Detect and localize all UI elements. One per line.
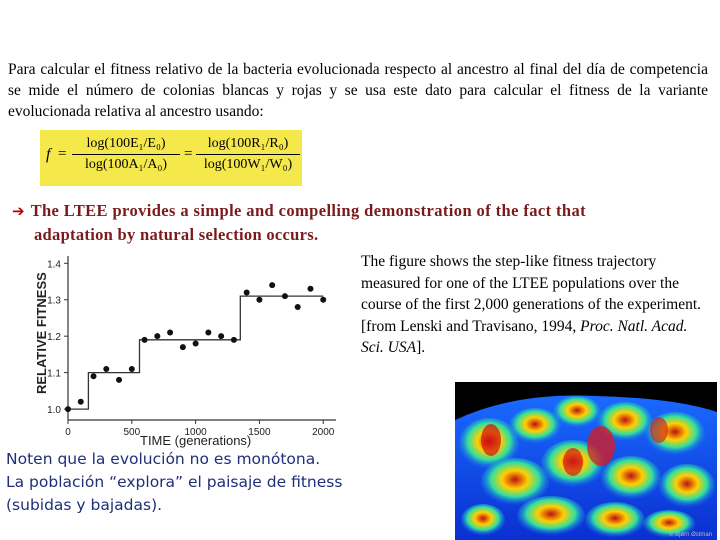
chart-point [230, 336, 237, 343]
fraction-2-numerator: log(100R₁/R₀) [207, 136, 289, 151]
citation-suffix: ]. [416, 339, 426, 356]
chart-y-axis-label: RELATIVE FITNESS [34, 272, 49, 394]
chart-point [167, 329, 174, 336]
chart-point [179, 344, 186, 351]
chart-point [269, 282, 276, 289]
fraction-2-denominator: log(100W₁/W₀) [203, 157, 293, 172]
fitness-trajectory-chart: 1.0 1.1 1.2 1.3 1.4 0 500 1000 1500 2000 RELATIVE… [34, 256, 336, 448]
chart-point [218, 333, 225, 340]
chart-point [116, 376, 123, 383]
note-line-2: La población “explora” el paisaje de fit… [6, 473, 343, 491]
chart-x-tick-label: 500 [123, 427, 140, 438]
chart-x-tick-label: 0 [65, 427, 71, 438]
ltee-bullet: ➔ The LTEE provides a simple and compelli… [12, 199, 702, 246]
chart-x-tick-label: 1500 [248, 427, 271, 438]
chart-y-tick-label: 1.4 [47, 259, 61, 270]
chart-point [192, 340, 199, 347]
chart-y-tick-label: 1.1 [47, 369, 61, 380]
chart-x-tick-label: 1000 [184, 427, 207, 438]
chart-y-tick-label: 1.0 [47, 405, 61, 416]
fraction-1-numerator: log(100E₁/E₀) [86, 136, 166, 151]
description-text: The figure shows the step-like fitness t… [361, 253, 702, 313]
landscape-peaks [459, 396, 715, 538]
chart-point [77, 398, 84, 405]
chart-point [103, 365, 110, 372]
citation-prefix: [from Lenski and Travisano, 1994, [361, 317, 581, 335]
fraction-1-denominator: log(100A₁/A₀) [84, 157, 168, 172]
chart-step-line [68, 295, 324, 410]
chart-y-tick-label: 1.2 [47, 332, 61, 343]
note-text: Noten que la evolución no es monótona. L… [6, 448, 386, 517]
chart-point [90, 373, 97, 380]
formula-equals-2: = [184, 146, 193, 162]
chart-x-axis-label: TIME (generations) [140, 433, 251, 448]
chart-points [65, 282, 327, 413]
intro-paragraph: Para calcular el fitness relativo de la … [8, 61, 708, 120]
note-line-1: Noten que la evolución no es monótona. [6, 450, 321, 468]
right-arrow-icon: ➔ [12, 202, 25, 220]
bullet-line-2: adaptation by natural selection occurs. [34, 225, 319, 244]
formula-fraction-1: log(100E₁/E₀) log(100A₁/A₀) [72, 136, 180, 173]
chart-series-line [68, 295, 324, 410]
bullet-line-1: The LTEE provides a simple and compellin… [30, 201, 587, 220]
chart-point [65, 406, 71, 413]
chart-point [256, 296, 263, 303]
chart-x-tick-label: 2000 [312, 427, 335, 438]
chart-point [294, 304, 301, 311]
fitness-landscape-image: © Bjørn Østman [455, 382, 717, 540]
chart-point [128, 365, 135, 372]
note-line-3: (subidas y bajadas). [6, 496, 163, 514]
chart-point [205, 329, 212, 336]
chart-point [307, 285, 314, 292]
chart-point [141, 336, 148, 343]
chart-point [320, 296, 327, 303]
formula-lhs: f [46, 146, 51, 163]
chart-axes: 1.0 1.1 1.2 1.3 1.4 0 500 1000 1500 2000 [47, 256, 336, 438]
formula-fraction-2: log(100R₁/R₀) log(100W₁/W₀) [196, 136, 300, 173]
fitness-formula: f = log(100E₁/E₀) log(100A₁/A₀) = log(10… [40, 130, 302, 186]
chart-point [243, 289, 250, 296]
citation-journal: Proc. Natl. Acad. Sci. USA [361, 317, 688, 357]
chart-point [281, 293, 288, 300]
landscape-credit: © Bjørn Østman [669, 531, 712, 538]
formula-equals-1: = [58, 146, 67, 162]
chart-point [154, 333, 161, 340]
figure-description: The figure shows the step-like fitness t… [361, 251, 711, 359]
chart-y-tick-label: 1.3 [47, 296, 61, 307]
